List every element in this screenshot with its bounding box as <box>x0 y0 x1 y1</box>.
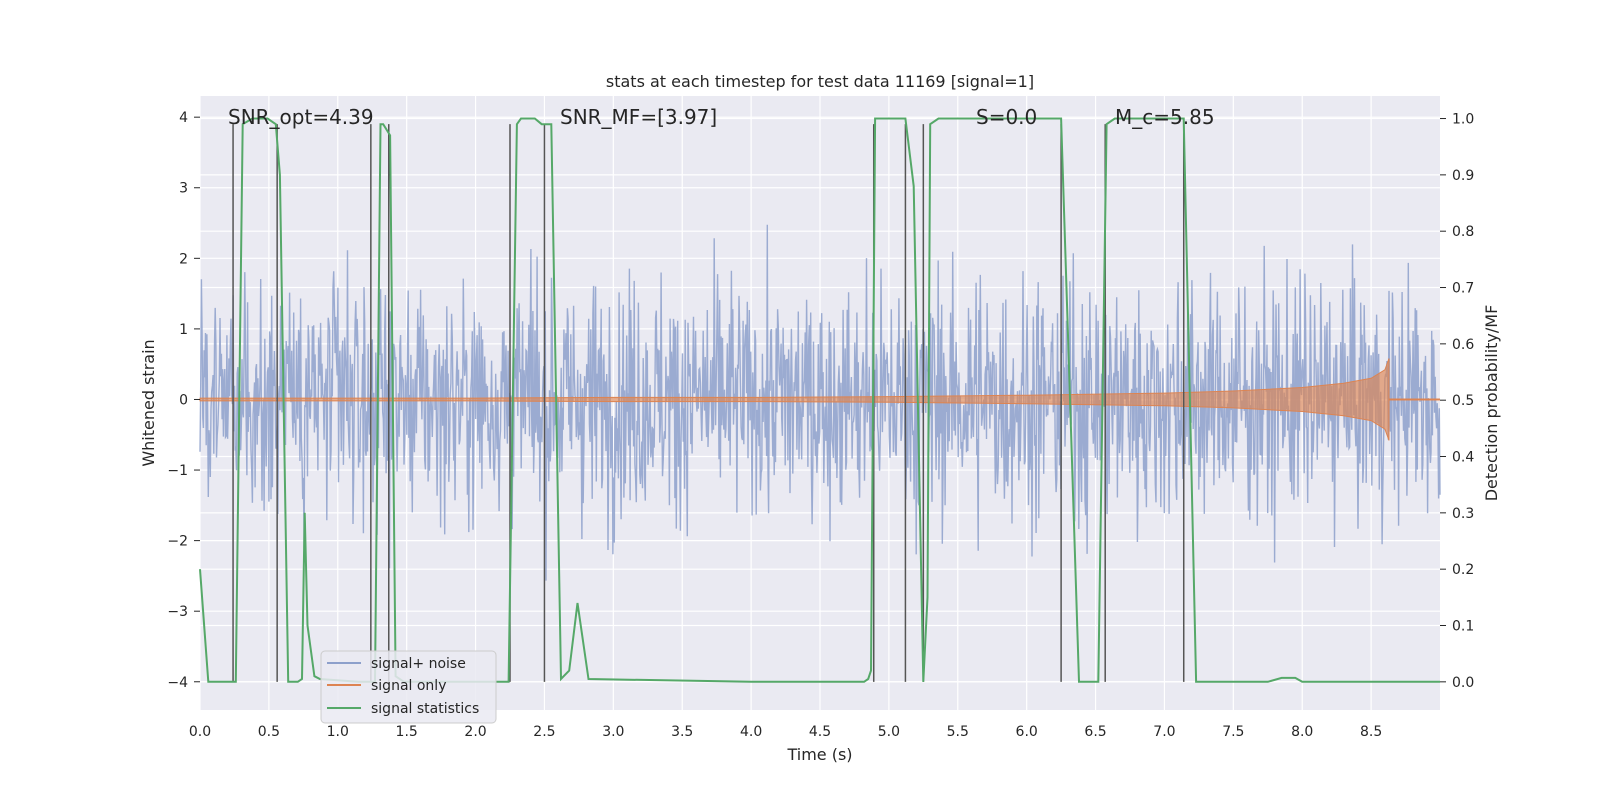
x-tick-label: 8.0 <box>1291 724 1313 740</box>
tick-labels: 0.0 0.5 1.0 1.5 2.0 2.5 3.0 3.5 4.0 4.5 5.0 5.5 6.0 6… <box>167 110 1474 740</box>
annotation-mc: M_c=5.85 <box>1115 105 1215 129</box>
x-tick-label: 6.0 <box>1016 724 1038 740</box>
x-tick-label: 7.0 <box>1153 724 1175 740</box>
x-tick-label: 7.5 <box>1222 724 1244 740</box>
x-tick-label: 1.5 <box>396 724 418 740</box>
chart-title: stats at each timestep for test data 111… <box>606 72 1034 91</box>
y2-tick-label: 0.2 <box>1452 562 1474 578</box>
x-tick-label: 2.0 <box>464 724 486 740</box>
signal-chirp <box>199 358 1390 441</box>
x-tick-label: 5.5 <box>947 724 969 740</box>
y-tick-label: 1 <box>179 322 188 338</box>
x-tick-label: 8.5 <box>1360 724 1382 740</box>
y2-tick-label: 0.5 <box>1452 393 1474 409</box>
legend-label-stats: signal statistics <box>371 701 479 717</box>
x-tick-label: 1.0 <box>327 724 349 740</box>
y-tick-label: 3 <box>179 181 188 197</box>
signal-statistics-series <box>199 117 1440 683</box>
legend-label-signal: signal only <box>371 678 446 694</box>
y2-tick-label: 1.0 <box>1452 112 1474 128</box>
x-tick-label: 0.0 <box>189 724 211 740</box>
annotation-snr-mf: SNR_MF=[3.97] <box>560 105 717 129</box>
x-tick-label: 3.0 <box>602 724 624 740</box>
signal-only-series <box>199 358 1440 441</box>
annotation-mc-text: M_c=5.85 <box>1115 105 1215 129</box>
x-tick-label: 2.5 <box>533 724 555 740</box>
noise-series <box>199 224 1441 581</box>
annotation-s: S=0.0 <box>976 105 1037 129</box>
y2-tick-label: 0.9 <box>1452 168 1474 184</box>
x-tick-label: 5.0 <box>878 724 900 740</box>
y2-tick-label: 0.7 <box>1452 281 1474 297</box>
y2-tick-label: 0.6 <box>1452 337 1474 353</box>
annotation-snr-mf-text: SNR_MF=[3.97] <box>560 105 717 129</box>
legend-box <box>320 650 497 724</box>
y-tick-label: −4 <box>167 675 188 691</box>
annotation-s-text: S=0.0 <box>976 105 1037 129</box>
x-tick-label: 4.0 <box>740 724 762 740</box>
y2-axis-label: Detection probability/MF <box>1482 305 1501 502</box>
noise-trace <box>199 224 1441 581</box>
annotation-snr-opt: SNR_opt=4.39 <box>228 105 374 129</box>
legend: signal+ noise signal only signal statist… <box>320 650 497 724</box>
y2-tick-label: 0.0 <box>1452 675 1474 691</box>
y-tick-label: 0 <box>179 392 188 408</box>
x-axis-label: Time (s) <box>786 745 852 764</box>
y-tick-label: −3 <box>167 604 188 620</box>
y2-tick-label: 0.3 <box>1452 506 1474 522</box>
y-tick-label: 4 <box>179 110 188 126</box>
y2-tick-label: 0.4 <box>1452 450 1474 466</box>
y-axis-label: Whitened strain <box>139 339 158 466</box>
x-tick-label: 4.5 <box>809 724 831 740</box>
y-tick-label: −2 <box>167 534 188 550</box>
x-tick-label: 6.5 <box>1084 724 1106 740</box>
x-tick-label: 0.5 <box>258 724 280 740</box>
annotation-snr-opt-text: SNR_opt=4.39 <box>228 105 374 129</box>
y-tick-label: −1 <box>167 463 188 479</box>
y2-tick-label: 0.1 <box>1452 619 1474 635</box>
y2-tick-label: 0.8 <box>1452 224 1474 240</box>
x-tick-label: 3.5 <box>671 724 693 740</box>
stats-line <box>199 117 1440 683</box>
y-tick-label: 2 <box>179 251 188 267</box>
legend-label-noise: signal+ noise <box>371 656 466 672</box>
